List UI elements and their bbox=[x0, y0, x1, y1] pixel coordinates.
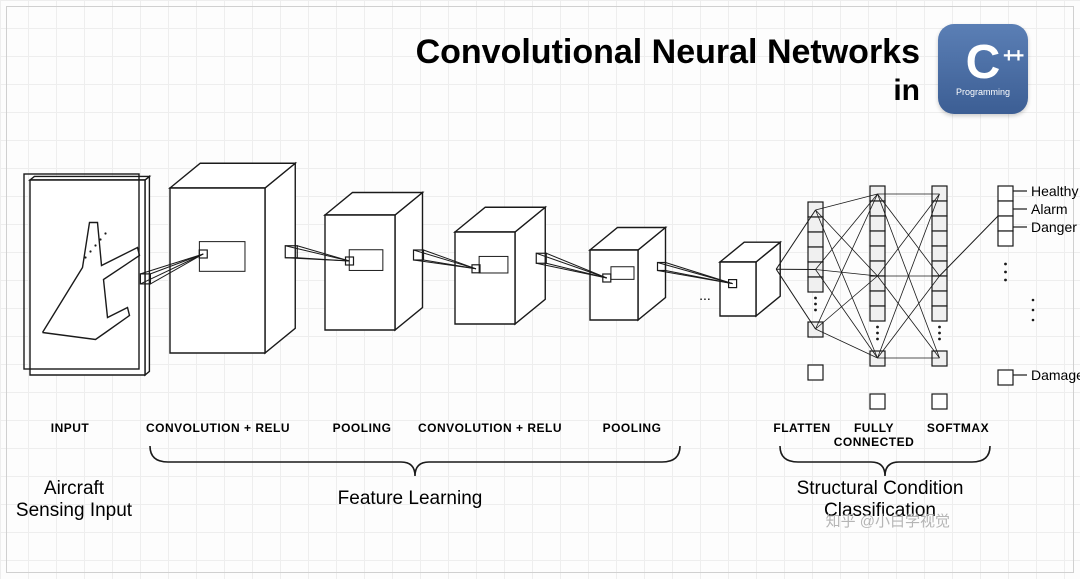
svg-text:CONVOLUTION + RELU: CONVOLUTION + RELU bbox=[418, 421, 562, 435]
svg-text:FULLYCONNECTED: FULLYCONNECTED bbox=[834, 421, 915, 449]
svg-text:Healthy: Healthy bbox=[1031, 183, 1078, 199]
svg-text:Danger: Danger bbox=[1031, 219, 1077, 235]
svg-text:AircraftSensing Input: AircraftSensing Input bbox=[16, 478, 133, 521]
svg-text:...: ... bbox=[699, 287, 711, 303]
svg-text:CONVOLUTION + RELU: CONVOLUTION + RELU bbox=[146, 421, 290, 435]
watermark: 知乎 @小白学视觉 bbox=[826, 510, 950, 531]
svg-text:POOLING: POOLING bbox=[603, 421, 662, 435]
svg-text:Alarm: Alarm bbox=[1031, 201, 1068, 217]
svg-text:POOLING: POOLING bbox=[333, 421, 392, 435]
svg-text:SOFTMAX: SOFTMAX bbox=[927, 421, 989, 435]
svg-text:Feature Learning: Feature Learning bbox=[338, 488, 483, 509]
cnn-diagram: ... Healthy Alarm Danger Damaged INPUT CONVOLU… bbox=[0, 0, 1080, 579]
svg-text:INPUT: INPUT bbox=[51, 421, 90, 435]
svg-text:Damaged: Damaged bbox=[1031, 367, 1080, 383]
svg-text:FLATTEN: FLATTEN bbox=[773, 421, 830, 435]
